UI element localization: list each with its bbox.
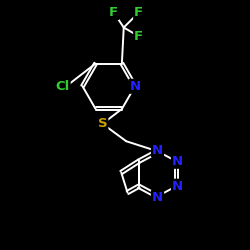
Text: Cl: Cl [56, 80, 70, 93]
Text: F: F [134, 6, 143, 19]
Text: F: F [109, 6, 118, 19]
Text: N: N [172, 180, 183, 193]
Text: S: S [98, 117, 107, 130]
Text: N: N [152, 191, 163, 204]
Text: N: N [152, 144, 163, 156]
Text: N: N [172, 155, 183, 168]
Text: N: N [130, 80, 140, 93]
Text: F: F [134, 30, 143, 43]
